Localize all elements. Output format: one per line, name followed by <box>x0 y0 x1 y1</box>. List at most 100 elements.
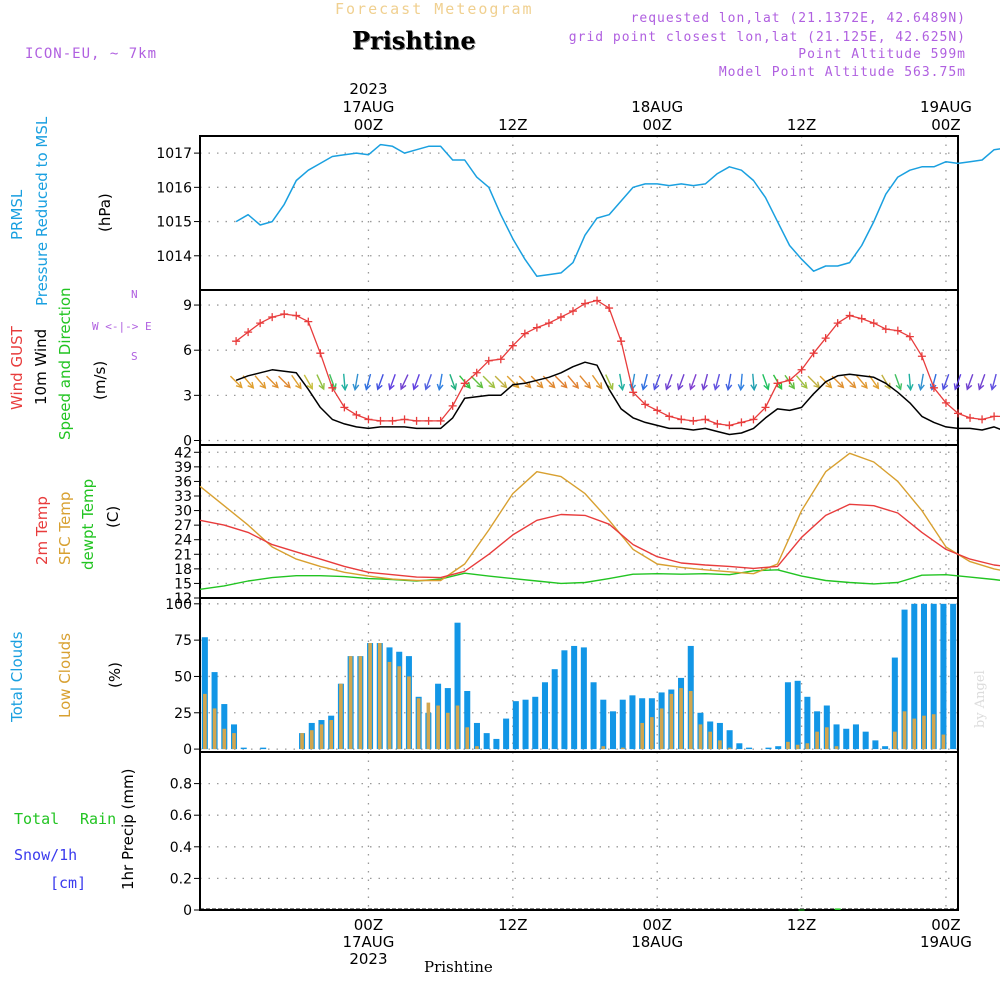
pressure-ytick-label-2: 1016 <box>156 180 192 196</box>
compass-west-east: W <-|-> E <box>92 320 152 333</box>
total-cloud-bar-66 <box>843 728 850 750</box>
wind-arrow-15 <box>412 374 420 391</box>
cloud-labels: Total Clouds Low Clouds (%) <box>8 631 124 723</box>
gust-marker-43 <box>749 415 758 424</box>
total-cloud-bar-40 <box>590 682 597 750</box>
gust-marker-50 <box>833 319 842 328</box>
precip-panel: 0 0.2 0.4 0.6 0.8 <box>170 751 959 919</box>
clouds-ytick-label-2: 50 <box>174 669 192 685</box>
snow-label: Snow/1h <box>14 846 77 864</box>
low-cloud-bar-25 <box>446 712 450 750</box>
total-cloud-bar-72 <box>901 609 908 750</box>
low-cloud-bar-50 <box>688 690 693 750</box>
gust-marker-54 <box>881 325 890 334</box>
wind-arrow-37 <box>676 374 685 391</box>
gust-marker-15 <box>412 416 421 425</box>
wind-ytick-label-1: 3 <box>183 388 192 404</box>
pressure-labels: PRMSL Pressure Reduced to MSL (hPa) <box>8 116 114 306</box>
gust-marker-9 <box>340 403 349 412</box>
snow-unit-label: [cm] <box>50 874 86 892</box>
wind-arrow-56 <box>906 373 914 392</box>
precip-labels: Total Rain Snow/1h [cm] 1hr Precip (mm) <box>14 769 137 892</box>
wind-arrow-60 <box>953 374 962 391</box>
low-cloud-bar-49 <box>679 688 683 750</box>
wind-arrow-34 <box>641 373 648 391</box>
gust-marker-19 <box>460 379 469 388</box>
gust-marker-45 <box>773 379 782 388</box>
low-cloud-bar-41 <box>601 746 606 750</box>
temp-labels: 2m Temp SFC Temp dewpt Temp (C) <box>33 479 122 570</box>
wind-arrow-25 <box>530 375 544 389</box>
low-cloud-bar-22 <box>416 698 421 750</box>
closest-coords: grid point closest lon,lat (21.125E, 42.… <box>568 30 966 45</box>
gust-marker-48 <box>809 349 818 358</box>
top-time-label-0-0: 2023 <box>349 80 387 98</box>
wind-arrow-39 <box>701 373 709 391</box>
wind-arrow-4 <box>278 375 291 389</box>
gust-marker-29 <box>581 299 590 308</box>
gust-marker-6 <box>304 317 313 326</box>
total-cloud-bar-73 <box>911 603 918 750</box>
low-cloud-bar-71 <box>893 731 897 750</box>
low-cloud-bar-46 <box>650 717 654 750</box>
total-cloud-bar-55 <box>736 743 743 750</box>
gust-marker-38 <box>689 416 698 425</box>
wind-arrow-7 <box>316 374 325 391</box>
gust-marker-13 <box>388 416 397 425</box>
precip-ytick-label-0: 0 <box>183 903 192 919</box>
wind-arrow-22 <box>494 375 508 389</box>
gust-marker-26 <box>544 319 553 328</box>
total-cloud-bar-63 <box>814 711 821 750</box>
total-cloud-bar-59 <box>775 746 782 750</box>
top-time-label-2-0: 18AUG <box>631 98 683 116</box>
wind-arrow-58 <box>929 373 937 391</box>
point-altitude: Point Altitude 599m <box>798 47 966 62</box>
wind-arrow-38 <box>688 374 697 391</box>
total-cloud-bar-70 <box>882 746 889 750</box>
location-title: Prishtine <box>352 26 476 55</box>
low-cloud-bar-51 <box>698 724 703 750</box>
low-cloud-bar-3 <box>232 733 236 750</box>
wind-arrow-62 <box>977 374 986 391</box>
rain-bar-0 <box>798 909 805 911</box>
total-cloud-bar-67 <box>852 724 859 750</box>
low-cloud-bar-74 <box>922 715 926 750</box>
low-cloud-bar-63 <box>815 731 819 750</box>
wind-arrow-51 <box>843 375 857 389</box>
total-cloud-bar-27 <box>464 690 471 750</box>
total-cloud-bar-71 <box>891 657 898 750</box>
low-cloud-bar-23 <box>426 702 431 750</box>
wind-arrow-14 <box>400 374 409 391</box>
wind-arrow-40 <box>713 373 721 391</box>
gust-marker-40 <box>713 419 722 428</box>
model-point-altitude: Model Point Altitude 563.75m <box>718 65 966 80</box>
temperature-ytick-label-8: 36 <box>174 474 192 490</box>
low-cloud-bar-72 <box>902 711 907 750</box>
model-name: ICON-EU, ~ 7km <box>25 46 158 62</box>
low-cloud-bar-18 <box>377 643 382 750</box>
low-cloud-bar-43 <box>620 747 625 750</box>
temp-2m-series <box>199 503 1000 579</box>
wind-arrow-52 <box>856 375 868 390</box>
wind-arrow-30 <box>591 374 603 390</box>
clouds-ytick-label-3: 75 <box>174 633 192 649</box>
wind-arrow-12 <box>376 374 384 391</box>
compass-north: N <box>131 288 138 301</box>
clouds-panel: 0 25 50 75 100 <box>165 597 959 758</box>
credit-text: by Angel <box>973 670 988 728</box>
low-clouds-label: Low Clouds <box>56 633 74 718</box>
wind-arrow-63 <box>989 373 997 391</box>
total-cloud-bar-26 <box>454 622 461 750</box>
total-cloud-bar-65 <box>833 724 840 750</box>
wind-arrow-35 <box>652 374 661 391</box>
low-cloud-bar-20 <box>397 666 402 750</box>
total-cloud-bar-4 <box>240 747 247 750</box>
gust-marker-42 <box>737 418 746 427</box>
low-cloud-bar-21 <box>407 676 411 750</box>
low-cloud-bar-14 <box>339 683 343 750</box>
gust-marker-2 <box>256 319 265 328</box>
wind-arrow-28 <box>567 375 580 390</box>
gust-marker-63 <box>990 412 999 421</box>
total-clouds-label: Total Clouds <box>8 631 26 723</box>
